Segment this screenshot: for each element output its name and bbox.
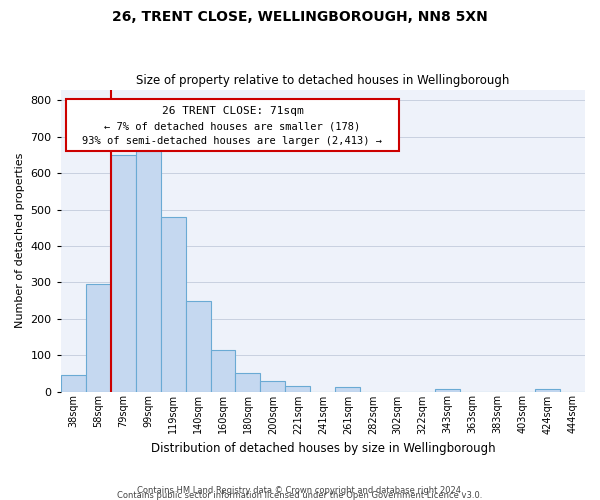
Bar [61, 375, 86, 392]
Bar [185, 300, 211, 392]
Bar [86, 284, 110, 392]
Text: 93% of semi-detached houses are larger (2,413) →: 93% of semi-detached houses are larger (… [82, 136, 382, 146]
Bar [136, 152, 161, 392]
Y-axis label: Number of detached properties: Number of detached properties [15, 153, 25, 328]
Bar [286, 386, 310, 392]
Text: 26 TRENT CLOSE: 71sqm: 26 TRENT CLOSE: 71sqm [161, 106, 303, 116]
Text: Contains HM Land Registry data © Crown copyright and database right 2024.: Contains HM Land Registry data © Crown c… [137, 486, 463, 495]
Bar [260, 382, 286, 392]
FancyBboxPatch shape [66, 98, 399, 152]
Text: 26, TRENT CLOSE, WELLINGBOROUGH, NN8 5XN: 26, TRENT CLOSE, WELLINGBOROUGH, NN8 5XN [112, 10, 488, 24]
Text: Contains public sector information licensed under the Open Government Licence v3: Contains public sector information licen… [118, 490, 482, 500]
Title: Size of property relative to detached houses in Wellingborough: Size of property relative to detached ho… [136, 74, 509, 87]
Bar [161, 217, 185, 392]
Bar [435, 388, 460, 392]
Text: ← 7% of detached houses are smaller (178): ← 7% of detached houses are smaller (178… [104, 122, 361, 132]
X-axis label: Distribution of detached houses by size in Wellingborough: Distribution of detached houses by size … [151, 442, 495, 455]
Bar [235, 374, 260, 392]
Bar [211, 350, 235, 392]
Bar [110, 155, 136, 392]
Bar [535, 388, 560, 392]
Bar [335, 387, 361, 392]
